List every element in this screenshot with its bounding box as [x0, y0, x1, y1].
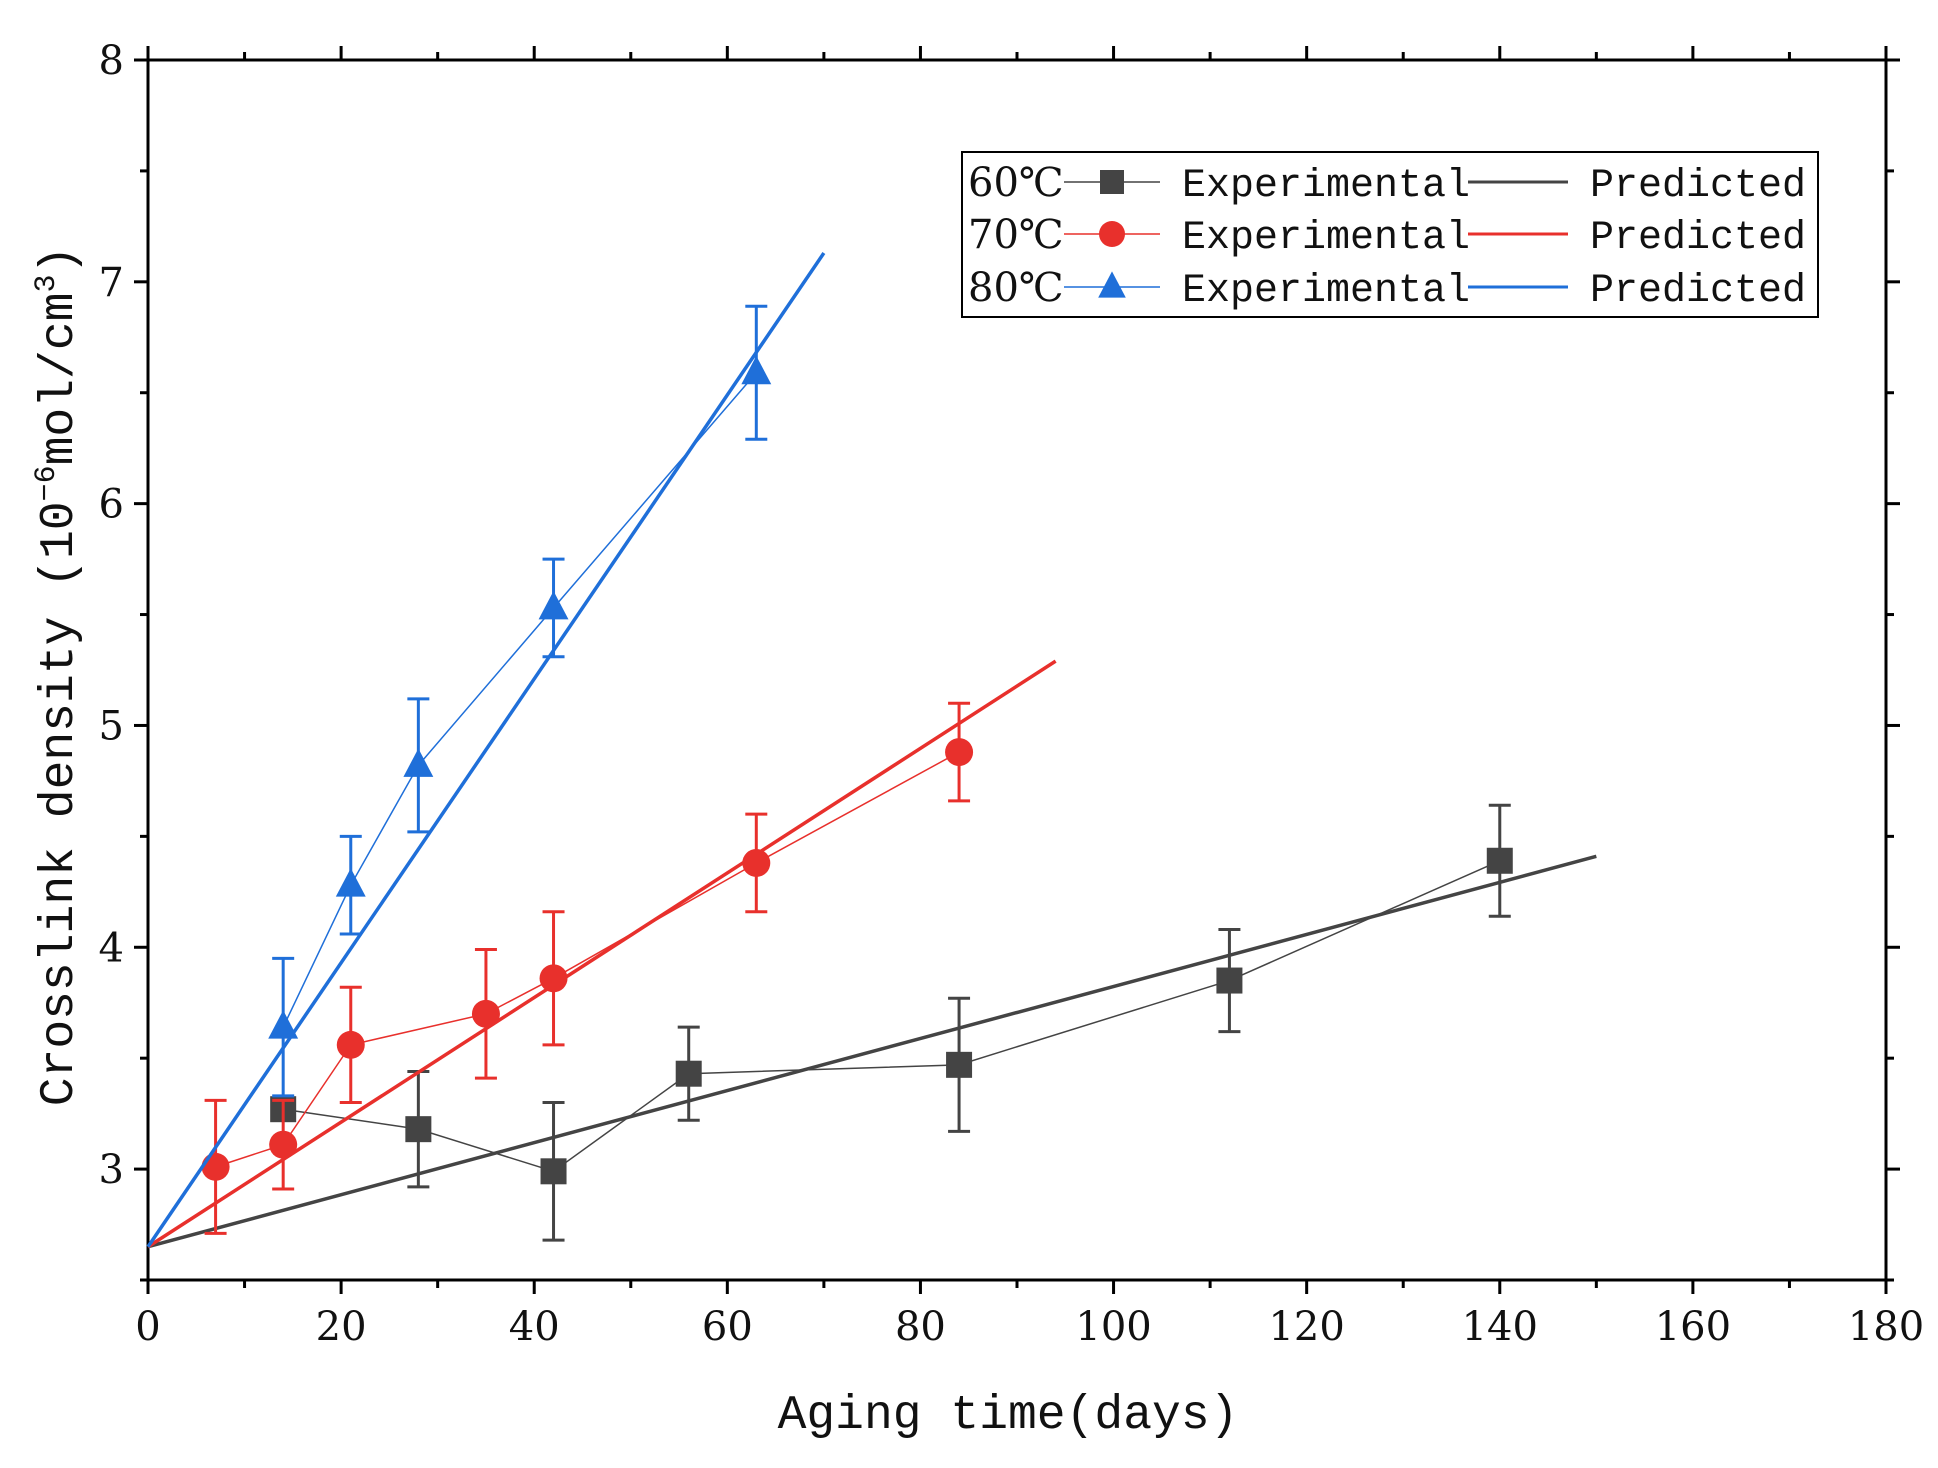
legend-temperature: 60℃ [968, 160, 1064, 206]
x-tick-label: 60 [702, 1304, 753, 1350]
y-axis-title-exp2: 3 [30, 275, 64, 293]
x-tick-label: 0 [135, 1304, 160, 1350]
data-point [540, 1158, 567, 1185]
x-axis-title: Aging time(days) [778, 1389, 1239, 1443]
axis-ticks [134, 46, 1900, 1294]
y-axis-title-pre: Crosslink density (10 [33, 501, 87, 1106]
data-point [268, 1010, 299, 1039]
x-tick-label: 80 [895, 1304, 946, 1350]
legend-row-0: 60℃ Experimental Predicted [968, 160, 1806, 209]
data-point [201, 1152, 230, 1181]
y-axis-title-mid: mol/cm [33, 293, 87, 466]
legend-temperature: 80℃ [968, 265, 1064, 311]
legend-marker [1098, 271, 1126, 298]
series-layer [146, 251, 1597, 1249]
predicted-line [147, 854, 1597, 1249]
data-point [1216, 967, 1243, 994]
tick-labels: 0 20 40 60 80 100 120 140 160 180 3 4 5 6 7 8 [99, 38, 1925, 1350]
y-tick-label: 8 [99, 38, 124, 84]
legend-predicted-label: Predicted [1590, 164, 1806, 209]
legend-marker [1099, 221, 1125, 247]
x-tick-label: 100 [1075, 1304, 1151, 1350]
y-axis-title-post: ) [33, 246, 87, 275]
data-point [675, 1060, 702, 1087]
legend-predicted-label: Predicted [1590, 216, 1806, 261]
legend-experimental-label: Experimental [1182, 269, 1470, 314]
y-tick-label: 6 [99, 482, 124, 528]
data-point [945, 738, 974, 767]
x-tick-label: 160 [1655, 1304, 1731, 1350]
legend-predicted-label: Predicted [1590, 269, 1806, 314]
experimental-line [283, 860, 1501, 1173]
data-point [742, 848, 771, 877]
legend: 60℃ Experimental Predicted 70℃ Experimental P… [961, 151, 1819, 318]
series-0 [147, 803, 1597, 1249]
predicted-line [147, 659, 1057, 1249]
data-point [1486, 847, 1513, 874]
data-point [946, 1051, 973, 1078]
data-point [269, 1130, 298, 1159]
y-tick-label: 7 [99, 260, 124, 306]
data-point [741, 355, 772, 385]
data-point [336, 1030, 365, 1059]
series-1 [147, 659, 1057, 1249]
data-point [403, 748, 434, 777]
x-tick-label: 40 [509, 1304, 560, 1350]
legend-temperature: 70℃ [968, 212, 1064, 258]
experimental-line [215, 751, 960, 1168]
x-tick-label: 120 [1268, 1304, 1344, 1350]
legend-experimental-label: Experimental [1182, 164, 1470, 209]
data-point [405, 1116, 432, 1143]
x-tick-label: 140 [1462, 1304, 1538, 1350]
legend-marker [1100, 170, 1124, 194]
y-axis-title-exp1: −6 [30, 465, 64, 501]
predicted-line [146, 251, 826, 1248]
data-point [471, 999, 500, 1028]
legend-experimental-label: Experimental [1182, 216, 1470, 261]
legend-row-1: 70℃ Experimental Predicted [968, 212, 1806, 261]
data-point [539, 964, 568, 993]
data-point [538, 590, 569, 620]
y-tick-label: 5 [99, 703, 124, 749]
x-tick-label: 20 [316, 1304, 367, 1350]
series-2 [146, 251, 826, 1248]
data-point [335, 868, 366, 897]
y-tick-label: 4 [99, 925, 124, 971]
legend-row-2: 80℃ Experimental Predicted [968, 265, 1806, 314]
y-tick-label: 3 [99, 1147, 124, 1193]
x-tick-label: 180 [1848, 1304, 1924, 1350]
y-axis-title: Crosslink density (10−6mol/cm3) [30, 246, 87, 1107]
